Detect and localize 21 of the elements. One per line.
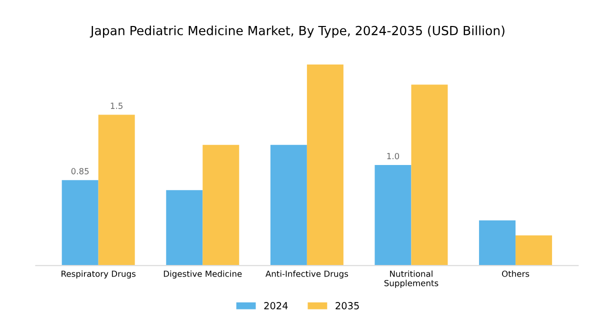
bar <box>516 235 552 266</box>
data-label: 1.0 <box>387 152 400 160</box>
x-tick-label: Nutritional Supplements <box>384 270 438 288</box>
bar <box>202 144 240 266</box>
bar <box>166 190 203 266</box>
bar <box>62 180 98 266</box>
x-tick-label: Digestive Medicine <box>164 270 242 279</box>
chart-title: Japan Pediatric Medicine Market, By Type, 2024-2035 (USD Billion) <box>90 26 504 38</box>
bar <box>98 114 135 266</box>
x-tick-label: Respiratory Drugs <box>62 270 136 279</box>
data-label: 1.5 <box>110 102 122 109</box>
x-tick-label: Others <box>502 270 530 277</box>
x-tick-label: Anti-Infective Drugs <box>266 270 348 279</box>
bar <box>411 84 448 266</box>
bar <box>479 220 516 266</box>
legend-label: 2024 <box>264 302 288 310</box>
bar <box>374 165 412 266</box>
data-label: 0.85 <box>71 168 89 174</box>
bar <box>306 64 344 266</box>
legend-label: 2035 <box>336 302 359 310</box>
bar <box>270 144 307 266</box>
